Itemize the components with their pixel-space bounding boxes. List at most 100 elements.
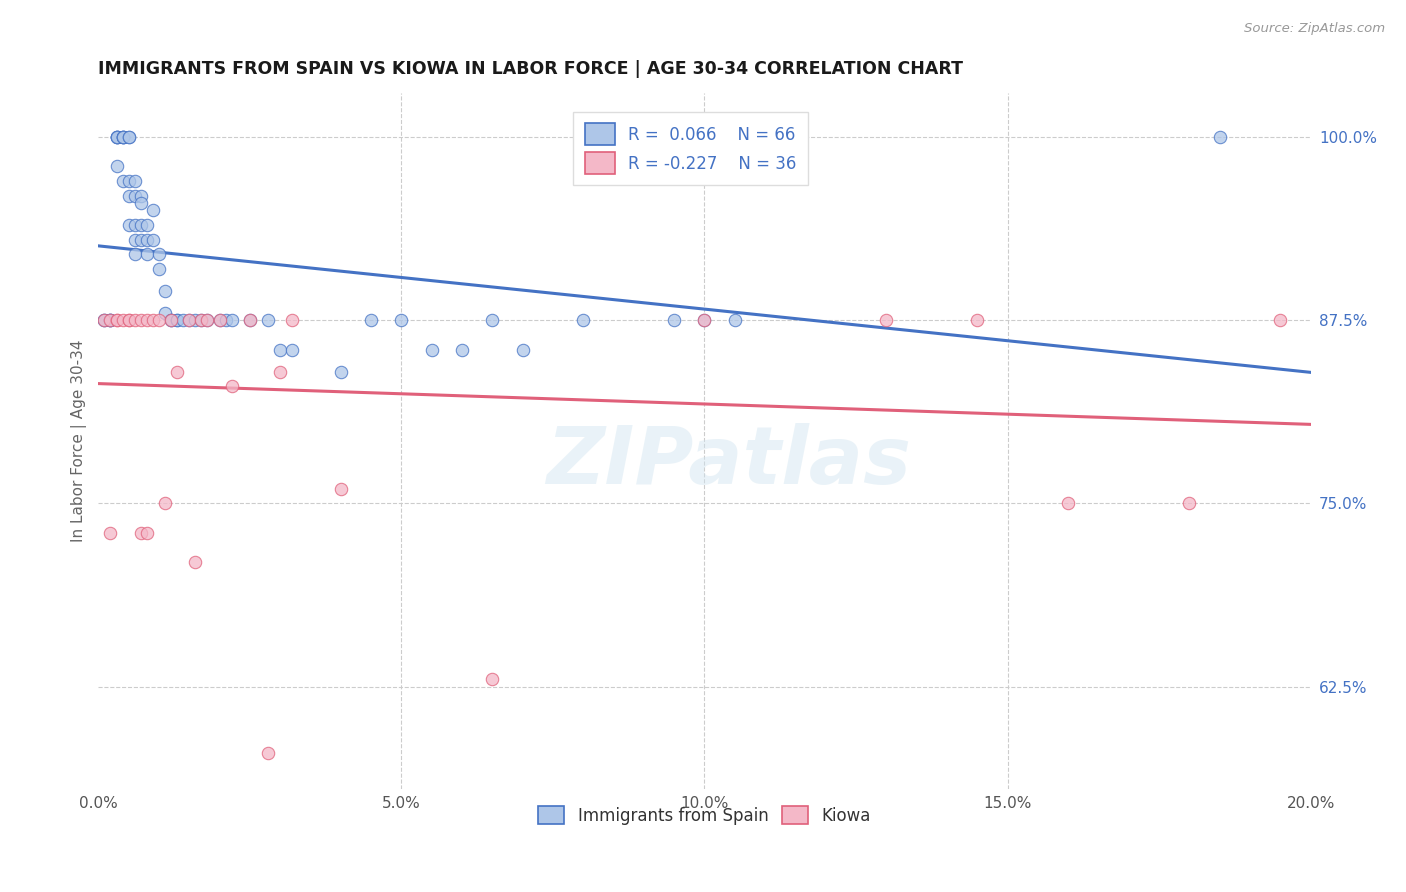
Point — [111, 313, 134, 327]
Point — [118, 188, 141, 202]
Point — [100, 525, 122, 540]
Point — [281, 313, 304, 327]
Point — [172, 313, 194, 327]
Text: Source: ZipAtlas.com: Source: ZipAtlas.com — [1244, 22, 1385, 36]
Point — [190, 313, 212, 327]
Point — [269, 343, 291, 357]
Point — [100, 313, 122, 327]
Point — [160, 313, 183, 327]
Point — [1208, 130, 1230, 145]
Text: IMMIGRANTS FROM SPAIN VS KIOWA IN LABOR FORCE | AGE 30-34 CORRELATION CHART: IMMIGRANTS FROM SPAIN VS KIOWA IN LABOR … — [98, 60, 963, 78]
Point — [153, 284, 176, 298]
Point — [100, 313, 122, 327]
Point — [875, 313, 897, 327]
Point — [269, 364, 291, 378]
Point — [129, 196, 152, 211]
Point — [572, 313, 595, 327]
Point — [148, 247, 170, 261]
Point — [142, 203, 165, 218]
Point — [135, 525, 157, 540]
Point — [124, 218, 146, 232]
Point — [111, 130, 134, 145]
Point — [105, 130, 128, 145]
Point — [966, 313, 988, 327]
Point — [118, 130, 141, 145]
Point — [124, 233, 146, 247]
Point — [135, 233, 157, 247]
Point — [329, 364, 352, 378]
Point — [329, 482, 352, 496]
Point — [160, 313, 183, 327]
Point — [662, 313, 685, 327]
Point — [166, 313, 188, 327]
Point — [105, 159, 128, 173]
Point — [118, 313, 141, 327]
Point — [105, 130, 128, 145]
Point — [451, 343, 474, 357]
Legend: Immigrants from Spain, Kiowa: Immigrants from Spain, Kiowa — [530, 797, 880, 833]
Point — [105, 313, 128, 327]
Point — [184, 313, 207, 327]
Point — [124, 188, 146, 202]
Point — [257, 746, 280, 760]
Point — [281, 343, 304, 357]
Y-axis label: In Labor Force | Age 30-34: In Labor Force | Age 30-34 — [72, 340, 87, 542]
Point — [179, 313, 201, 327]
Point — [1270, 313, 1292, 327]
Point — [724, 313, 747, 327]
Text: ZIPatlas: ZIPatlas — [546, 423, 911, 501]
Point — [197, 313, 219, 327]
Point — [124, 247, 146, 261]
Point — [391, 313, 413, 327]
Point — [93, 313, 115, 327]
Point — [93, 313, 115, 327]
Point — [142, 313, 165, 327]
Point — [166, 313, 188, 327]
Point — [105, 313, 128, 327]
Point — [1178, 496, 1201, 510]
Point — [1057, 496, 1080, 510]
Point — [148, 313, 170, 327]
Point — [184, 555, 207, 569]
Point — [135, 313, 157, 327]
Point — [481, 313, 503, 327]
Point — [124, 174, 146, 188]
Point — [135, 247, 157, 261]
Point — [221, 379, 243, 393]
Point — [239, 313, 262, 327]
Point — [135, 218, 157, 232]
Point — [693, 313, 716, 327]
Point — [420, 343, 443, 357]
Point — [111, 130, 134, 145]
Point — [166, 364, 188, 378]
Point — [118, 313, 141, 327]
Point — [197, 313, 219, 327]
Point — [111, 174, 134, 188]
Point — [93, 313, 115, 327]
Point — [208, 313, 231, 327]
Point — [118, 218, 141, 232]
Point — [129, 233, 152, 247]
Point — [221, 313, 243, 327]
Point — [512, 343, 534, 357]
Point — [124, 313, 146, 327]
Point — [160, 313, 183, 327]
Point — [360, 313, 382, 327]
Point — [190, 313, 212, 327]
Point — [208, 313, 231, 327]
Point — [148, 261, 170, 276]
Point — [214, 313, 236, 327]
Point — [153, 496, 176, 510]
Point — [111, 130, 134, 145]
Point — [129, 525, 152, 540]
Point — [111, 130, 134, 145]
Point — [100, 313, 122, 327]
Point — [693, 313, 716, 327]
Point — [129, 313, 152, 327]
Point — [257, 313, 280, 327]
Point — [100, 313, 122, 327]
Point — [105, 130, 128, 145]
Point — [239, 313, 262, 327]
Point — [129, 188, 152, 202]
Point — [481, 673, 503, 687]
